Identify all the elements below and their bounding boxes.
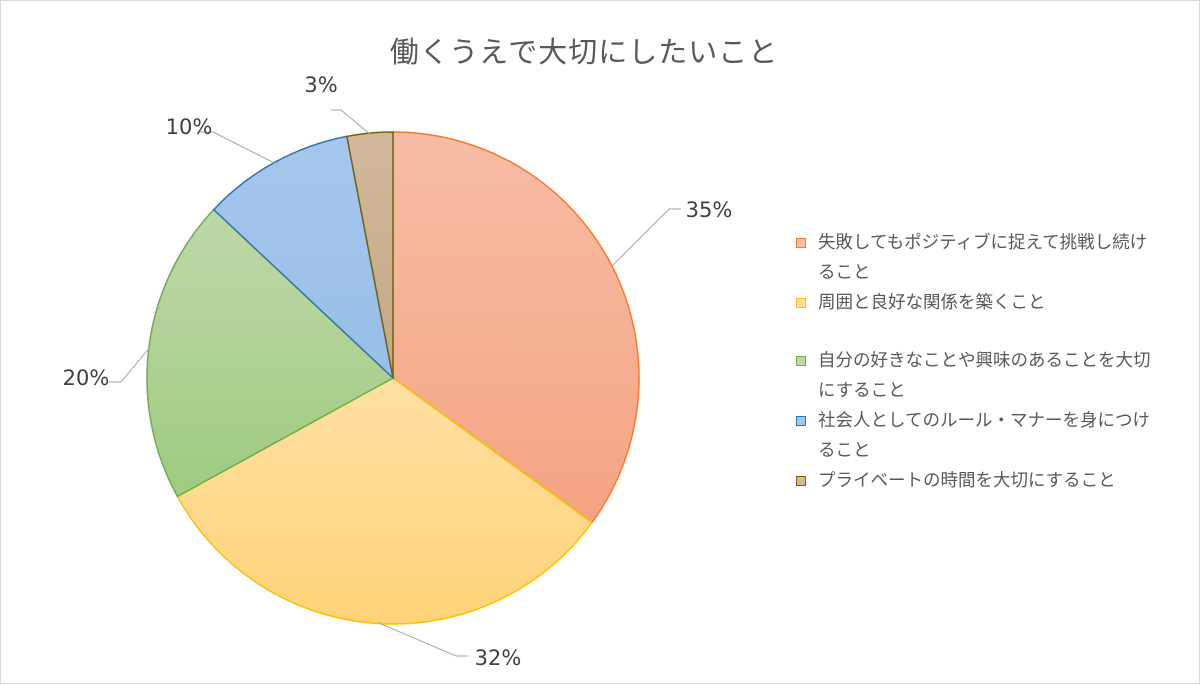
legend-swatch-5	[796, 476, 806, 486]
pie-slice-5	[346, 131, 394, 379]
data-label-1: 35%	[686, 198, 733, 222]
legend-item-3: 自分の好きなことや興味のあることを大切 にすること	[796, 346, 1186, 406]
legend-label-line: ること	[818, 441, 871, 461]
leader-line-4	[199, 131, 276, 164]
legend: 失敗してもポジティブに捉えて挑戦し続け ること 周囲と良好な関係を築くこと 自分の好き…	[796, 228, 1186, 496]
data-label-4: 10%	[166, 115, 213, 139]
data-label-5: 3%	[304, 73, 337, 97]
legend-swatch-2	[796, 298, 806, 308]
legend-swatch-1	[796, 238, 806, 248]
legend-swatch-3	[796, 356, 806, 366]
pie-slice-3	[146, 208, 395, 498]
legend-label-line: 周囲と良好な関係を築くこと	[818, 293, 1046, 313]
legend-label-line: 失敗してもポジティブに捉えて挑戦し続け	[818, 233, 1148, 253]
leader-line-1	[610, 208, 681, 268]
legend-spacer	[796, 318, 1186, 346]
legend-item-1: 失敗してもポジティブに捉えて挑戦し続け ること	[796, 228, 1186, 288]
legend-item-5: プライベートの時間を大切にすること	[796, 466, 1186, 496]
data-label-2: 32%	[475, 646, 522, 670]
legend-label-line: ること	[818, 263, 871, 283]
data-labels: 35% 32% 20% 10% 3%	[63, 73, 733, 670]
legend-label-line: にすること	[818, 381, 906, 401]
legend-label-line: プライベートの時間を大切にすること	[818, 471, 1116, 491]
pie-slice-4	[212, 135, 395, 381]
pie-slices	[146, 131, 640, 625]
leader-lines	[109, 109, 681, 657]
data-label-3: 20%	[63, 366, 110, 390]
legend-swatch-4	[796, 416, 806, 426]
pie-slice-2	[176, 377, 594, 625]
legend-item-4: 社会人としてのルール・マナーを身につけ ること	[796, 406, 1186, 466]
leader-line-3	[109, 346, 151, 383]
chart-title: 働くうえで大切にしたいこと	[389, 35, 779, 69]
legend-item-2: 周囲と良好な関係を築くこと	[796, 288, 1186, 318]
legend-label-line: 社会人としてのルール・マナーを身につけ	[818, 411, 1150, 431]
leader-line-2	[377, 622, 468, 657]
leader-line-5	[331, 109, 371, 135]
legend-label-line: 自分の好きなことや興味のあることを大切	[818, 351, 1151, 371]
